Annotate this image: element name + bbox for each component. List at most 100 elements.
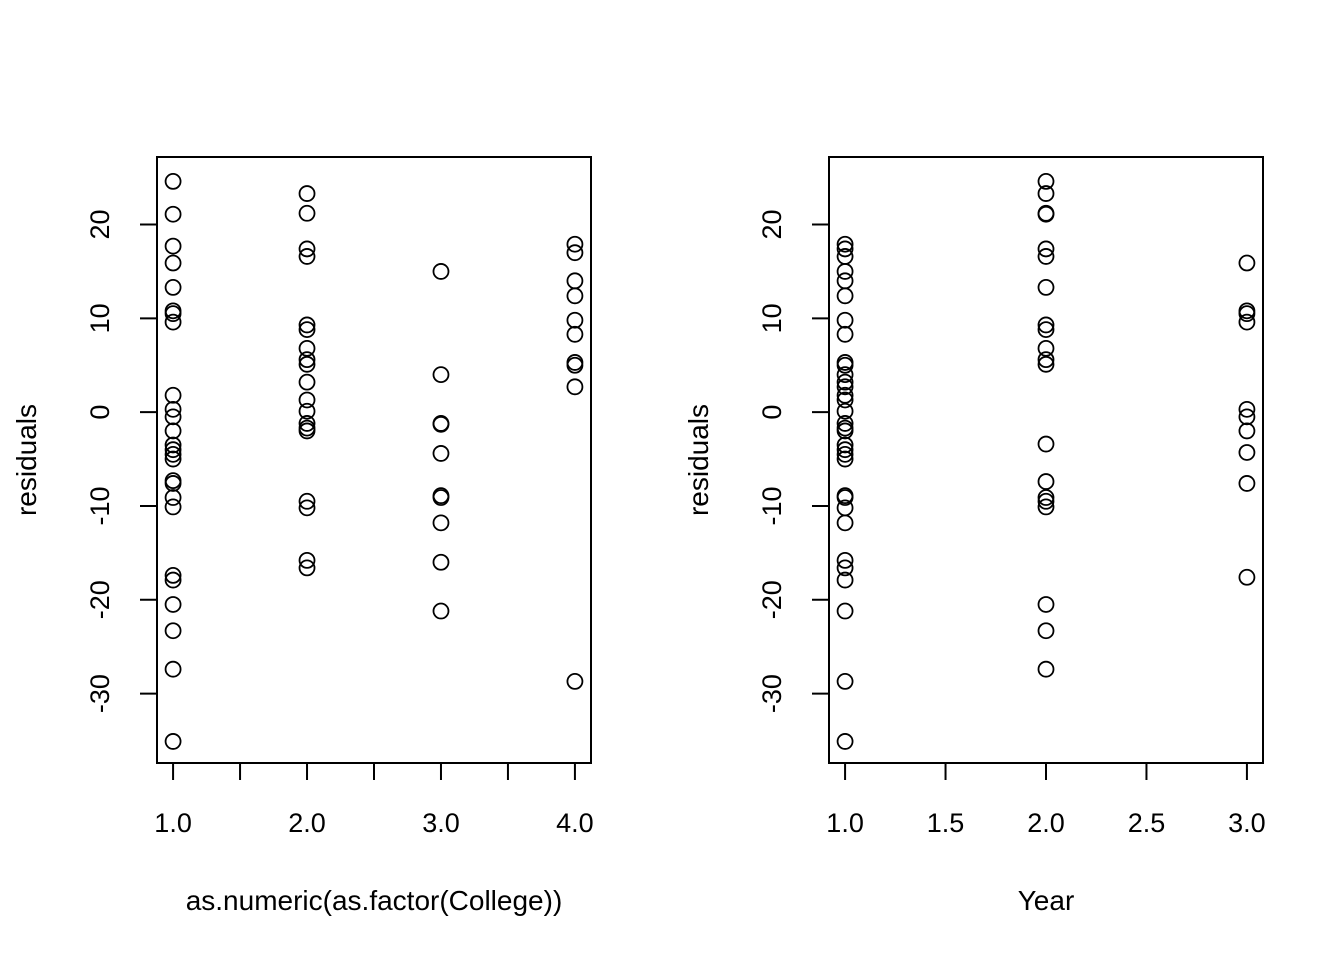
data-point [836,235,854,253]
data-point [298,355,316,373]
data-point [836,272,854,290]
data-point [1238,313,1256,331]
data-point [298,415,316,432]
data-point [1037,498,1055,516]
data-point [566,272,584,290]
y-axis-label: residuals [683,404,714,516]
data-point [836,391,854,409]
data-point [164,237,182,255]
data-point [164,445,182,463]
data-point [836,240,854,258]
data-point [1238,408,1256,426]
data-point [566,672,584,690]
data-point [1037,240,1055,258]
data-point [836,514,854,532]
y-tick-label: -20 [757,580,787,619]
data-point [836,489,854,506]
data-point [1238,254,1256,272]
data-point [298,551,316,569]
data-point [836,436,854,454]
data-point [432,366,450,384]
data-point [836,559,854,577]
data-point [164,422,182,440]
data-point [1037,473,1055,490]
data-point [164,733,182,750]
data-point [1037,660,1055,678]
y-tick-label: -30 [85,674,115,713]
x-axis-label: Year [1018,885,1075,916]
x-tick-label: 3.0 [1228,808,1266,838]
data-point [432,602,450,620]
data-point [836,287,854,305]
data-point [1238,568,1256,586]
data-point [566,325,584,343]
data-point [298,351,316,369]
x-tick-label: 1.0 [826,808,864,838]
data-point [1238,444,1256,461]
data-point [164,489,182,506]
data-point [836,325,854,343]
data-point [164,566,182,584]
data-point [1037,435,1055,453]
data-point [298,391,316,409]
data-point [836,602,854,620]
data-point [836,422,854,440]
data-point [1238,475,1256,492]
x-axis-label: as.numeric(as.factor(College)) [186,885,563,916]
data-point [836,356,854,374]
x-tick-label: 1.5 [927,808,965,838]
data-point [298,204,316,222]
year-residuals-panel: 1.0 1.5 2.0 2.5 3.0 -30 -20 -10 0 10 20 Year residua… [683,156,1266,916]
data-point [836,415,854,432]
data-point [1037,355,1055,373]
data-point [432,489,450,506]
data-point [836,571,854,589]
y-tick-label: 0 [85,405,115,420]
data-point [566,311,584,329]
y-tick-label: 10 [85,303,115,333]
y-tick-label: 0 [757,405,787,420]
data-point [836,366,854,384]
y-tick-label: 10 [757,303,787,333]
data-point [566,244,584,262]
data-point [836,672,854,690]
data-point [1037,316,1055,334]
data-point [298,339,316,357]
data-point [836,378,854,396]
data-point [1238,305,1256,323]
data-point [836,386,854,404]
data-point [298,492,316,510]
y-tick-label: -10 [85,486,115,525]
x-tick-label: 2.0 [1027,808,1065,838]
data-point [1037,321,1055,339]
data-point [298,559,316,577]
data-point [298,240,316,258]
data-point [566,287,584,305]
plot-frame [828,156,1264,764]
data-point [164,498,182,516]
data-point [1037,172,1055,190]
data-point [164,408,182,426]
data-point [432,514,450,532]
data-point [432,445,450,462]
data-point [298,402,316,420]
data-point [298,321,316,339]
data-point [836,441,854,459]
data-point [836,311,854,329]
data-point [164,205,182,223]
data-point [164,172,182,190]
y-tick-label: -20 [85,580,115,619]
x-tick-label: 2.5 [1128,808,1166,838]
data-point [164,305,182,323]
data-point [298,185,316,202]
y-axis-label: residuals [11,404,42,516]
data-point [1037,205,1055,223]
data-point [836,450,854,468]
data-point [298,373,316,391]
data-point [566,235,584,253]
y-tick-label: 20 [757,210,787,240]
data-point [1037,248,1055,265]
data-point [1037,596,1055,613]
data-point [298,422,316,440]
